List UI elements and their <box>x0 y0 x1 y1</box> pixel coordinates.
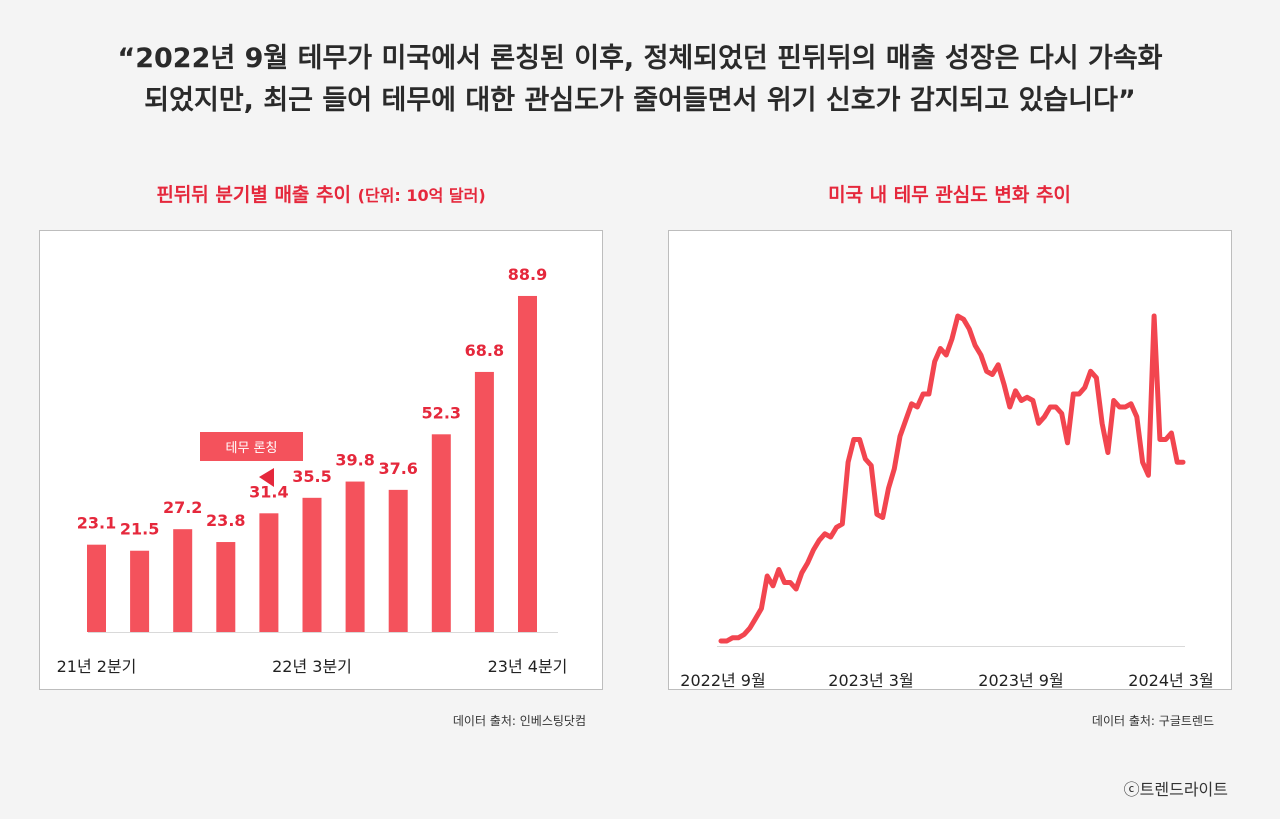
headline: “2022년 9월 테무가 미국에서 론칭된 이후, 정체되었던 핀뒤뒤의 매출… <box>0 38 1280 122</box>
headline-line-2: 되었지만, 최근 들어 테무에 대한 관심도가 줄어들면서 위기 신호가 감지되… <box>144 85 1136 116</box>
bar <box>173 529 193 632</box>
bar-value-label: 68.8 <box>465 341 504 360</box>
bar <box>518 295 537 632</box>
annotation-label: 테무 론칭 <box>226 441 278 456</box>
bar-value-label: 52.3 <box>422 403 461 422</box>
bar-value-label: 21.5 <box>120 520 159 539</box>
x-tick-label: 2024년 3월 <box>1128 671 1213 689</box>
bar <box>216 542 236 632</box>
line-chart-panel: 2022년 9월 2023년 3월 2023년 9월 2024년 3월 <box>668 230 1232 690</box>
bar-chart-unit: (단위: 10억 달러) <box>357 186 486 205</box>
line-chart: 2022년 9월 2023년 3월 2023년 9월 2024년 3월 <box>680 313 1214 689</box>
x-tick-label: 22년 3분기 <box>272 657 352 676</box>
bar <box>431 434 451 632</box>
bar-value-label: 23.8 <box>206 511 245 530</box>
bar <box>388 489 408 632</box>
bar-value-label: 27.2 <box>163 498 202 517</box>
interest-line <box>718 313 1186 644</box>
bar-value-label: 35.5 <box>292 467 331 486</box>
bar-chart: 23.1 21.527.223.831.435.539.8 37.6 52.3 68.8… <box>57 265 568 676</box>
bar <box>87 544 106 632</box>
annotation-box <box>200 432 303 461</box>
line-chart-title: 미국 내 테무 관심도 변화 추이 <box>828 184 1071 206</box>
x-tick-label: 2022년 9월 <box>680 671 765 689</box>
bar-chart-title: 핀뒤뒤 분기별 매출 추이 (단위: 10억 달러) <box>40 180 602 207</box>
bar-value-label: 23.1 <box>77 514 116 533</box>
bar <box>130 550 150 632</box>
x-tick-label: 21년 2분기 <box>57 657 137 676</box>
x-tick-label: 2023년 3월 <box>828 671 913 689</box>
bar-value-label: 37.6 <box>378 459 417 478</box>
bar <box>259 513 279 632</box>
bar-value-label: 39.8 <box>335 451 374 470</box>
bar-chart-title-text: 핀뒤뒤 분기별 매출 추이 <box>156 184 351 206</box>
x-tick-label: 23년 4분기 <box>488 657 568 676</box>
bar-chart-panel: 23.1 21.5 27.2 23.8 31.4 35.5 39.8 37.6 52.3 68.8… <box>39 230 603 690</box>
x-tick-label: 2023년 9월 <box>978 671 1063 689</box>
bar <box>474 371 494 632</box>
bar-chart-source: 데이터 출처: 인베스팅닷컴 <box>452 714 586 728</box>
headline-line-1: “2022년 9월 테무가 미국에서 론칭된 이후, 정체되었던 핀뒤뒤의 매출… <box>117 43 1163 74</box>
bar-value-label: 31.4 <box>249 482 288 501</box>
line-chart-source: 데이터 출처: 구글트렌드 <box>1091 714 1214 728</box>
bar-value-label: 88.9 <box>508 265 547 284</box>
launch-annotation: 테무 론칭 <box>200 432 303 487</box>
bar <box>345 481 365 632</box>
bar <box>302 497 322 632</box>
annotation-arrow <box>259 468 274 487</box>
copyright: ⓒ트렌드라이트 <box>1123 780 1228 799</box>
